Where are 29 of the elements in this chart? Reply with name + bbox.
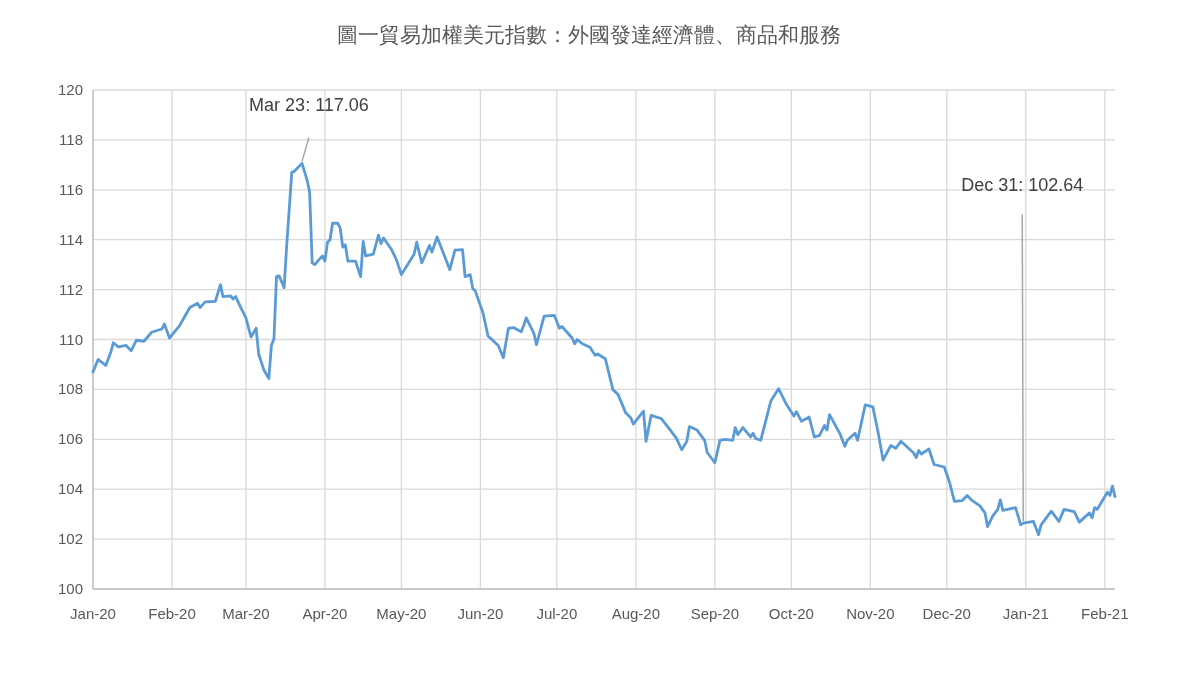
y-tick-label: 120	[57, 81, 83, 98]
x-tick-label: Sep-20	[690, 605, 740, 622]
y-tick-label: 104	[57, 480, 83, 498]
x-tick-label: Apr-20	[302, 605, 348, 622]
x-tick-label: Nov-20	[846, 605, 895, 622]
x-tick-label: May-20	[376, 605, 427, 622]
x-tick-label: Jan-20	[70, 605, 116, 622]
y-tick-label: 112	[59, 280, 83, 298]
y-tick-label: 114	[59, 230, 83, 248]
y-tick-label: 110	[59, 330, 83, 348]
y-tick-label: 102	[57, 530, 83, 548]
annotation: Mar 23: 117.06	[249, 95, 369, 116]
x-tick-label: Jan-21	[1002, 605, 1049, 622]
x-tick-label: Aug-20	[611, 605, 661, 622]
x-tick-label: Oct-20	[768, 605, 814, 622]
y-tick-label: 100	[57, 580, 83, 597]
y-tick-label: 106	[57, 430, 83, 448]
x-tick-label: Feb-21	[1081, 605, 1129, 622]
annotation: Dec 31: 102.64	[961, 175, 1084, 196]
chart-title: 圖一貿易加權美元指數：外國發達經濟體、商品和服務	[336, 23, 841, 46]
x-tick-label: Jul-20	[536, 605, 578, 622]
x-tick-label: Mar-20	[222, 605, 270, 622]
y-tick-label: 118	[59, 130, 83, 148]
line-series	[91, 161, 1117, 537]
x-tick-label: Dec-20	[922, 605, 971, 622]
y-tick-label: 116	[59, 180, 83, 198]
x-tick-label: Feb-20	[148, 605, 196, 622]
x-tick-label: Jun-20	[457, 605, 504, 622]
y-tick-label: 108	[57, 380, 83, 398]
